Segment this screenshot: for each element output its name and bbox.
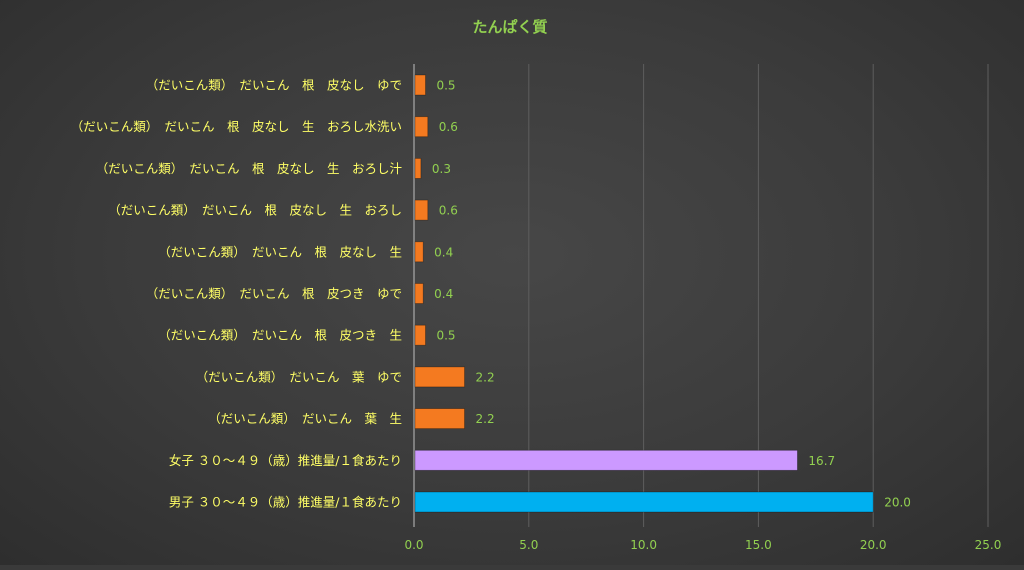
x-tick-label: 0.0 bbox=[404, 538, 423, 552]
bar bbox=[414, 241, 424, 263]
x-tick-label: 25.0 bbox=[975, 538, 1002, 552]
category-label: （だいこん類） だいこん 根 皮つき ゆで bbox=[146, 286, 402, 301]
data-label: 0.4 bbox=[434, 245, 453, 259]
bar bbox=[414, 283, 424, 304]
x-tick-labels: 0.0 5.0 10.0 15.0 20.0 25.0 bbox=[404, 538, 1001, 552]
chart-title: たんぱく質 bbox=[472, 18, 547, 36]
category-label: （だいこん類） だいこん 根 皮なし 生 おろし汁 bbox=[96, 161, 403, 176]
category-label: （だいこん類） だいこん 葉 生 bbox=[208, 411, 402, 426]
data-label: 2.2 bbox=[476, 370, 495, 384]
bar bbox=[414, 324, 426, 346]
bar bbox=[414, 491, 874, 513]
data-label: 20.0 bbox=[884, 496, 911, 510]
x-tick-label: 10.0 bbox=[630, 538, 657, 552]
bars bbox=[414, 74, 874, 513]
bar bbox=[414, 408, 465, 430]
data-label: 2.2 bbox=[476, 412, 495, 426]
category-label: 男子 ３０～４９（歳）推進量/１食あたり bbox=[169, 495, 402, 510]
data-label: 0.4 bbox=[434, 287, 453, 301]
category-label: （だいこん類） だいこん 根 皮なし ゆで bbox=[146, 78, 402, 93]
bar bbox=[414, 74, 426, 96]
category-labels: （だいこん類） だいこん 根 皮なし ゆで （だいこん類） だいこん 根 皮なし … bbox=[71, 78, 403, 510]
data-label: 0.5 bbox=[436, 79, 455, 93]
bar bbox=[414, 199, 429, 221]
bar bbox=[414, 449, 798, 471]
data-label: 16.7 bbox=[808, 454, 835, 468]
category-label: 女子 ３０～４９（歳）推進量/１食あたり bbox=[169, 453, 402, 468]
x-tick-label: 15.0 bbox=[745, 538, 772, 552]
gridlines bbox=[528, 64, 989, 527]
category-label: （だいこん類） だいこん 根 皮つき 生 bbox=[158, 328, 402, 343]
category-label: （だいこん類） だいこん 根 皮なし 生 bbox=[158, 244, 402, 259]
bar bbox=[414, 366, 465, 388]
category-label: （だいこん類） だいこん 根 皮なし 生 おろし bbox=[108, 203, 402, 218]
data-label: 0.5 bbox=[436, 329, 455, 343]
data-label: 0.6 bbox=[439, 120, 458, 134]
category-label: （だいこん類） だいこん 葉 ゆで bbox=[196, 369, 402, 384]
data-labels: 0.5 0.6 0.3 0.6 0.4 0.4 0.5 2.2 2.2 16.7 20.0 bbox=[432, 79, 911, 510]
bar bbox=[414, 116, 429, 138]
bar bbox=[414, 157, 422, 179]
x-tick-label: 20.0 bbox=[860, 538, 887, 552]
x-tick-label: 5.0 bbox=[519, 538, 538, 552]
data-label: 0.3 bbox=[432, 162, 451, 176]
data-label: 0.6 bbox=[439, 204, 458, 218]
category-label: （だいこん類） だいこん 根 皮なし 生 おろし水洗い bbox=[71, 119, 402, 134]
